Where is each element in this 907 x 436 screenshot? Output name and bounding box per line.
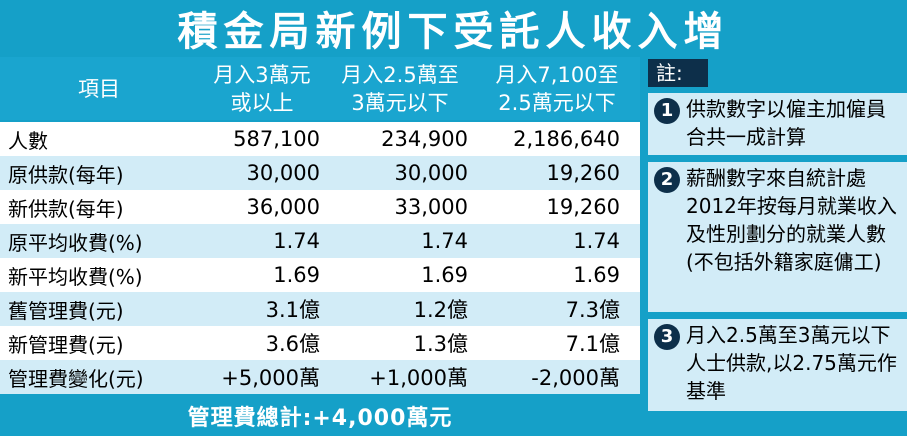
cell-value: 1.74 — [273, 229, 320, 253]
row-label: 新供款(每年) — [8, 196, 124, 221]
note-text: 供款數字以僱主加僱員合共一成計算 — [686, 97, 886, 149]
header-col-2-line2: 3萬元以下 — [351, 90, 449, 115]
header-col-1: 月入3萬元 或以上 — [198, 57, 328, 120]
cell-value: 19,260 — [546, 195, 620, 219]
note-text: 月入2.5萬至3萬元以下人士供款,以2.75萬元作基準 — [686, 323, 897, 403]
table-row: 新供款(每年) 36,000 33,000 19,260 — [0, 190, 640, 226]
header-col-1-line1: 月入3萬元 — [213, 62, 311, 87]
cell-value: 7.1億 — [565, 332, 620, 356]
cell-value: +5,000萬 — [221, 366, 320, 390]
table-row: 原平均收費(%) 1.74 1.74 1.74 — [0, 224, 640, 260]
header-col-1-line2: 或以上 — [230, 90, 294, 115]
cell-value: 234,900 — [381, 127, 468, 151]
cell-value: 3.1億 — [265, 298, 320, 322]
note-number-badge: 3 — [654, 324, 680, 350]
cell-value: 1.69 — [573, 263, 620, 287]
cell-value: 1.69 — [421, 263, 468, 287]
header-item: 項目 — [0, 57, 200, 120]
table-row: 新管理費(元) 3.6億 1.3億 7.1億 — [0, 326, 640, 362]
header-item-label: 項目 — [78, 76, 120, 101]
data-table: 項目 月入3萬元 或以上 月入2.5萬至 3萬元以下 月入7,100至 2.5萬… — [0, 57, 640, 396]
cell-value: 1.69 — [273, 263, 320, 287]
row-label: 新管理費(元) — [8, 332, 124, 357]
cell-value: 2,186,640 — [513, 127, 620, 151]
header-col-3-line2: 2.5萬元以下 — [498, 90, 616, 115]
cell-value: 33,000 — [394, 195, 468, 219]
row-label: 舊管理費(元) — [8, 298, 124, 323]
row-label: 原平均收費(%) — [8, 230, 143, 255]
table-row: 人數 587,100 234,900 2,186,640 — [0, 122, 640, 158]
row-label: 管理費變化(元) — [8, 366, 144, 391]
cell-value: 1.2億 — [413, 298, 468, 322]
cell-value: -2,000萬 — [531, 366, 620, 390]
header-col-2-line1: 月入2.5萬至 — [341, 62, 459, 87]
cell-value: 30,000 — [394, 161, 468, 185]
cell-value: 1.74 — [421, 229, 468, 253]
cell-value: 30,000 — [246, 161, 320, 185]
note-item-1: 1 供款數字以僱主加僱員合共一成計算 — [648, 93, 907, 155]
cell-value: 1.3億 — [413, 332, 468, 356]
note-item-2: 2 薪酬數字來自統計處2012年按每月就業收入及性別劃分的就業人數(不包括外籍家… — [648, 162, 907, 312]
cell-value: +1,000萬 — [369, 366, 468, 390]
cell-value: 3.6億 — [265, 332, 320, 356]
note-item-3: 3 月入2.5萬至3萬元以下人士供款,以2.75萬元作基準 — [648, 319, 907, 411]
total-summary: 管理費總計:+4,000萬元 — [187, 406, 453, 431]
notes-panel: 註: 1 供款數字以僱主加僱員合共一成計算 2 薪酬數字來自統計處2012年按每… — [648, 57, 907, 436]
table-row: 新平均收費(%) 1.69 1.69 1.69 — [0, 258, 640, 294]
header-col-3-line1: 月入7,100至 — [495, 62, 619, 87]
header-col-2: 月入2.5萬至 3萬元以下 — [326, 57, 476, 120]
table-row: 管理費變化(元) +5,000萬 +1,000萬 -2,000萬 — [0, 360, 640, 396]
note-number-badge: 1 — [654, 98, 680, 124]
row-label: 新平均收費(%) — [8, 264, 143, 289]
table-row: 原供款(每年) 30,000 30,000 19,260 — [0, 156, 640, 192]
cell-value: 587,100 — [233, 127, 320, 151]
cell-value: 36,000 — [246, 195, 320, 219]
row-label: 人數 — [8, 128, 48, 153]
row-label: 原供款(每年) — [8, 162, 124, 187]
note-number-badge: 2 — [654, 167, 680, 193]
note-text: 薪酬數字來自統計處2012年按每月就業收入及性別劃分的就業人數(不包括外籍家庭傭… — [686, 166, 897, 274]
cell-value: 19,260 — [546, 161, 620, 185]
cell-value: 7.3億 — [565, 298, 620, 322]
table-row: 舊管理費(元) 3.1億 1.2億 7.3億 — [0, 292, 640, 328]
notes-heading: 註: — [648, 59, 708, 87]
page-title: 積金局新例下受託人收入增 — [177, 8, 730, 55]
header-col-3: 月入7,100至 2.5萬元以下 — [474, 57, 640, 120]
cell-value: 1.74 — [573, 229, 620, 253]
